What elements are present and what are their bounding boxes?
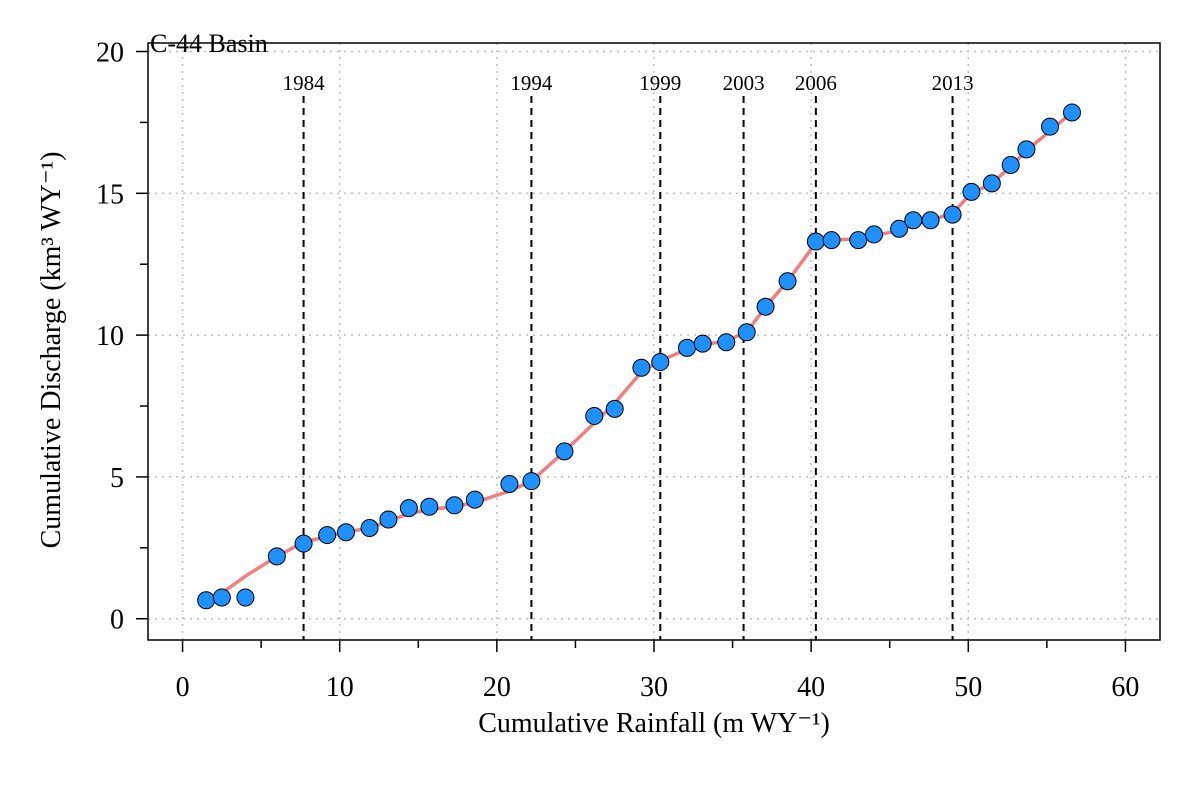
data-point: [865, 225, 883, 244]
data-point: [420, 497, 439, 516]
data-point: [693, 334, 712, 353]
data-point: [337, 523, 355, 542]
data-point: [943, 205, 962, 224]
data-point: [522, 472, 541, 491]
grid: [148, 43, 1160, 640]
data-point: [921, 211, 940, 230]
data-point: [399, 499, 418, 518]
breakpoint-lines: 1984 1994 1999 2003 2006 2013: [283, 71, 974, 640]
data-point: [236, 588, 255, 607]
data-point: [678, 338, 696, 357]
data-point: [651, 353, 670, 372]
data-point: [465, 490, 484, 509]
x-tick-label: 60: [1111, 672, 1139, 703]
data-point: [849, 231, 868, 250]
data-point: [1063, 103, 1081, 122]
data-points: [197, 103, 1081, 610]
data-point: [822, 231, 841, 250]
data-point: [445, 496, 464, 515]
breakpoint-label: 1984: [283, 71, 326, 95]
data-point: [890, 219, 909, 238]
data-point: [1017, 140, 1036, 159]
y-axis-label: Cumulative Discharge (km³ WY⁻¹): [36, 152, 67, 549]
data-point: [982, 174, 1001, 193]
y-tick-label: 5: [110, 463, 124, 494]
data-point: [212, 588, 231, 607]
x-tick-label: 20: [483, 672, 511, 703]
data-point: [904, 211, 923, 230]
data-point: [197, 591, 216, 610]
data-point: [379, 510, 398, 529]
data-point: [1041, 117, 1059, 136]
fit-line-layer: [204, 110, 1074, 607]
y-tick-label: 0: [110, 605, 124, 636]
data-point: [756, 297, 775, 316]
data-point: [500, 475, 519, 494]
axis-ticks: 0 10 20 30 40 50 60 0 5 10 15 20: [96, 38, 1139, 703]
data-point: [1001, 155, 1020, 174]
data-point: [585, 406, 604, 425]
data-point: [778, 272, 797, 291]
data-point: [737, 323, 756, 342]
x-tick-label: 30: [640, 672, 668, 703]
data-point: [555, 442, 574, 461]
chart-title: C-44 Basin: [150, 29, 268, 58]
breakpoint-label: 2013: [932, 71, 974, 95]
x-tick-label: 0: [176, 672, 190, 703]
breakpoint-label: 2006: [795, 71, 837, 95]
data-point: [267, 547, 286, 566]
x-axis-label: Cumulative Rainfall (m WY⁻¹): [478, 708, 830, 739]
x-tick-label: 10: [326, 672, 354, 703]
breakpoint-label: 1994: [510, 71, 553, 95]
x-tick-label: 40: [797, 672, 825, 703]
breakpoint-label: 1999: [639, 71, 681, 95]
data-point: [318, 526, 337, 545]
data-point: [962, 182, 981, 201]
data-point: [717, 333, 736, 352]
fit-line: [204, 110, 1074, 607]
y-tick-label: 20: [96, 38, 124, 69]
breakpoint-label: 2003: [723, 71, 765, 95]
x-tick-label: 50: [954, 672, 982, 703]
data-point: [605, 399, 624, 418]
y-tick-label: 10: [96, 321, 124, 352]
data-point: [294, 534, 313, 553]
y-tick-label: 15: [96, 179, 124, 210]
data-point: [806, 232, 825, 251]
data-point: [632, 358, 651, 377]
data-point: [360, 518, 379, 537]
